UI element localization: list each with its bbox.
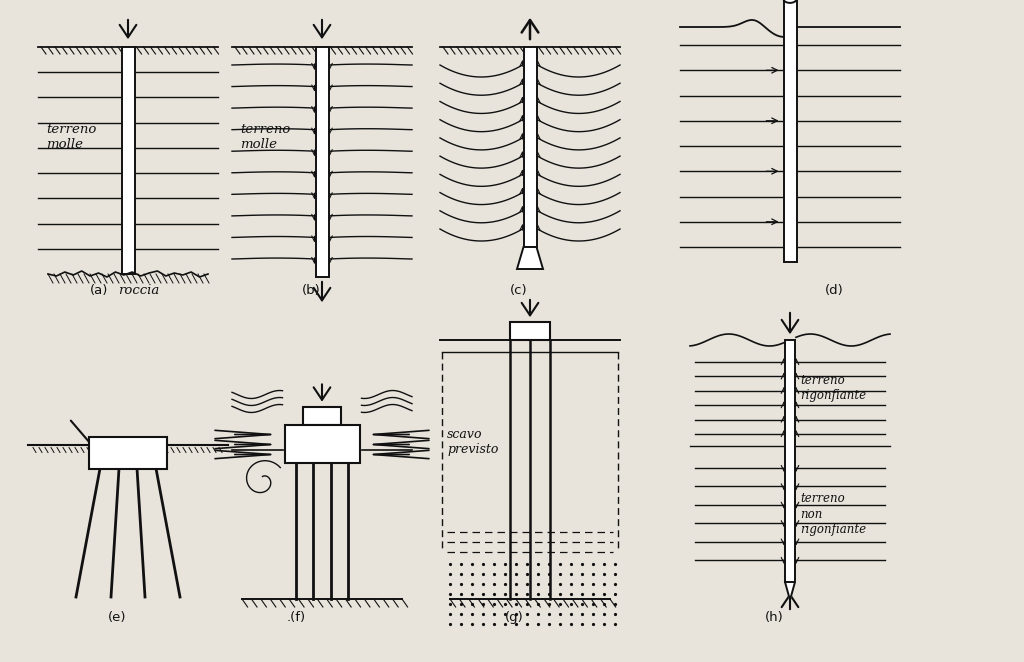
Bar <box>315 47 329 277</box>
Bar <box>89 436 167 469</box>
Text: (a): (a) <box>90 284 108 297</box>
Text: (d): (d) <box>825 284 844 297</box>
Ellipse shape <box>783 0 797 3</box>
Bar <box>523 47 537 247</box>
Text: (g): (g) <box>505 611 523 624</box>
Text: terreno
non
rigonfiante: terreno non rigonfiante <box>800 493 866 536</box>
Text: (c): (c) <box>510 284 527 297</box>
Text: .(f): .(f) <box>287 611 306 624</box>
Polygon shape <box>785 582 795 600</box>
Text: roccia: roccia <box>118 284 160 297</box>
Bar <box>122 47 134 274</box>
Bar <box>285 424 359 463</box>
Text: terreno
rigonfiante: terreno rigonfiante <box>800 374 866 402</box>
Text: terreno
molle: terreno molle <box>240 123 291 151</box>
Bar <box>303 406 341 424</box>
Text: scavo
previsto: scavo previsto <box>447 428 499 456</box>
Bar <box>785 340 795 582</box>
Text: (e): (e) <box>108 611 127 624</box>
Text: (b): (b) <box>302 284 321 297</box>
Text: (h): (h) <box>765 611 783 624</box>
Text: terreno
molle: terreno molle <box>46 123 96 151</box>
Bar <box>510 322 550 340</box>
Polygon shape <box>517 247 543 269</box>
Bar <box>783 0 797 262</box>
